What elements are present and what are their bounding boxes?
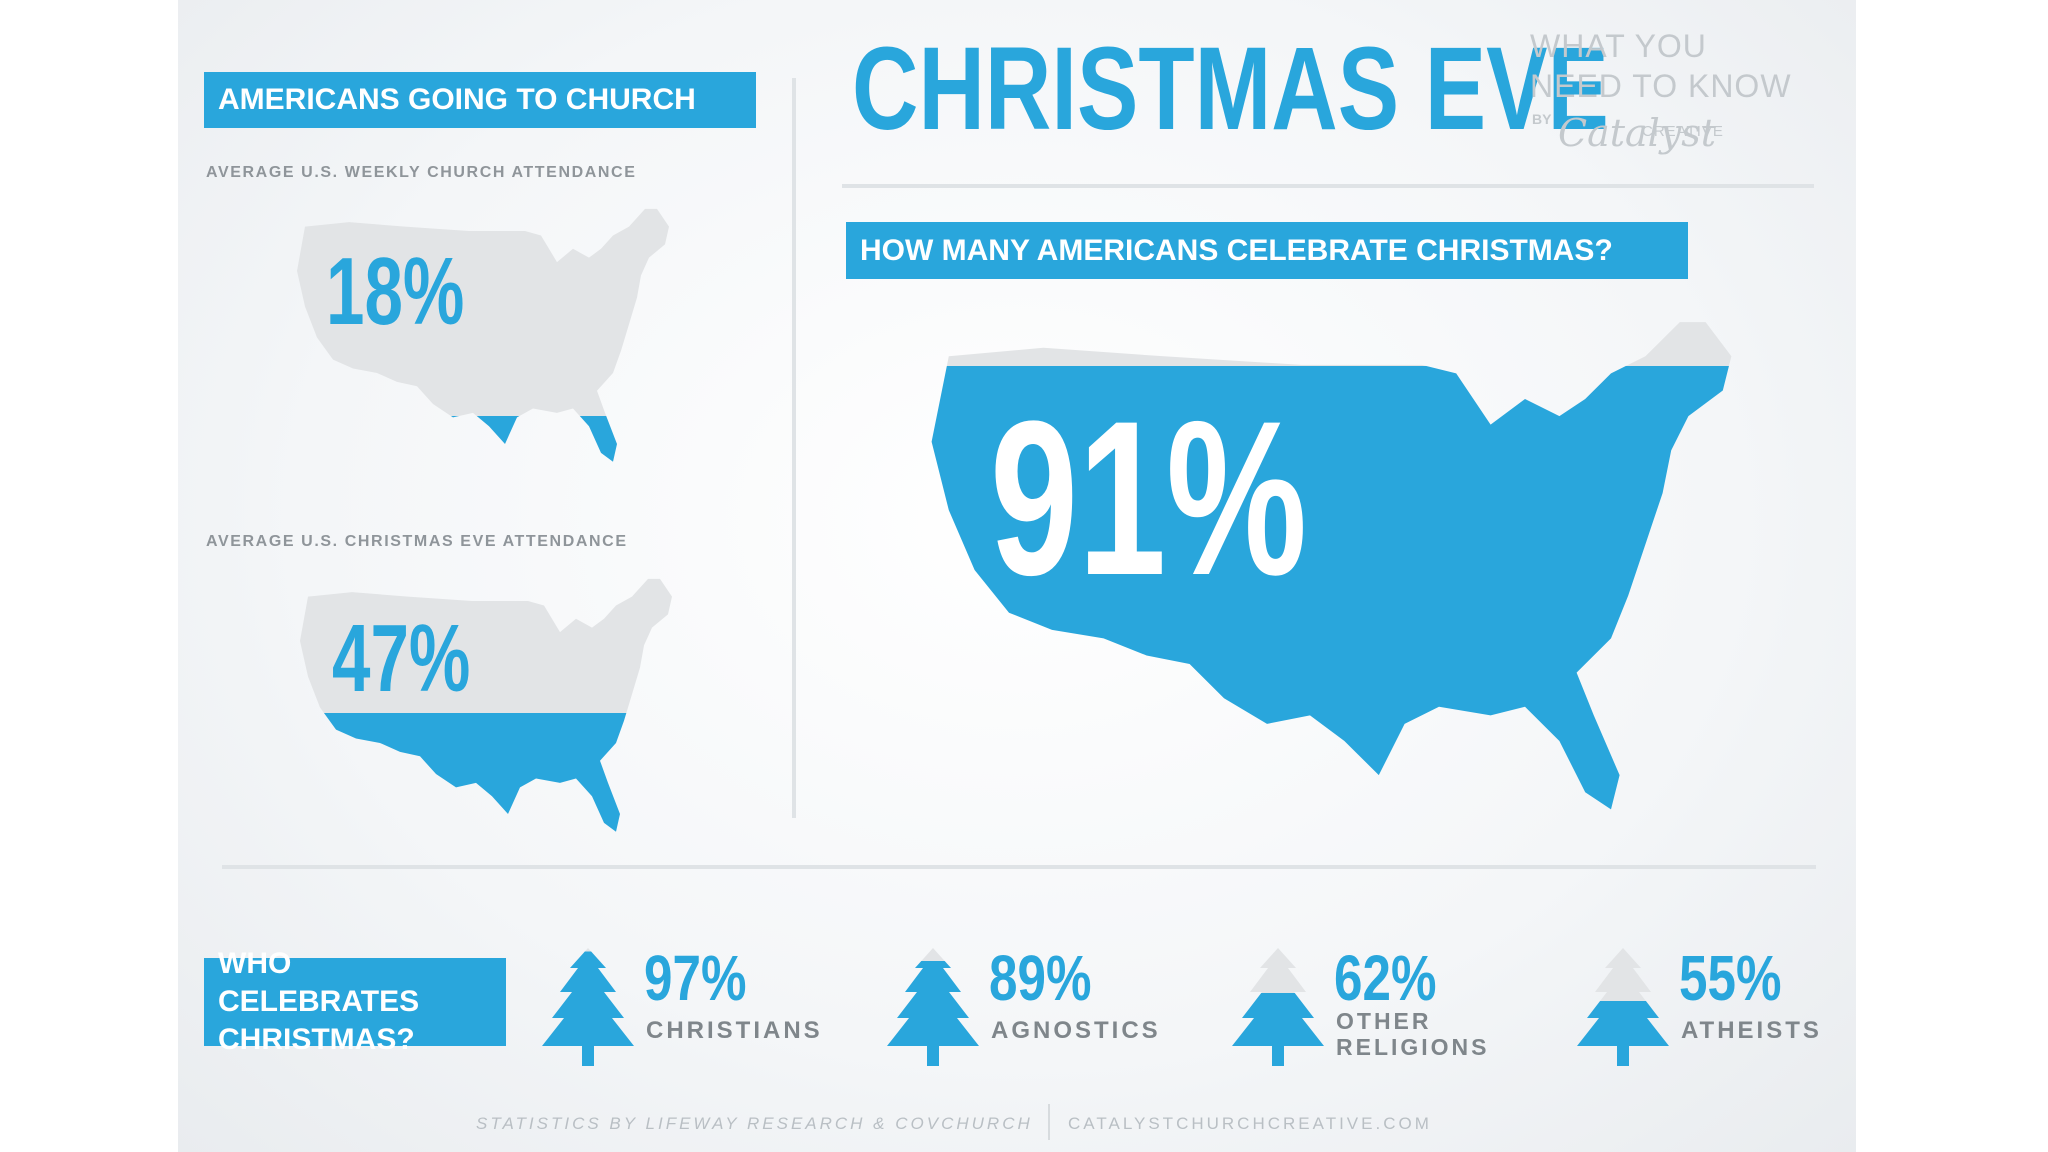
tree-category-label: AGNOSTICS <box>991 1017 1161 1044</box>
page-title: CHRISTMAS EVE <box>852 23 1609 155</box>
usa-map-fill <box>931 322 1732 810</box>
tree-category-label: OTHER RELIGIONS <box>1336 1008 1490 1060</box>
tree-fill <box>1577 948 1669 1066</box>
logo-word: CREATIVE <box>1642 123 1724 140</box>
title-subtitle-line2: NEED TO KNOW <box>1530 68 1792 104</box>
who-header: WHO CELEBRATES CHRISTMAS? <box>204 947 506 1056</box>
christmas-eve-attendance-value: 47% <box>332 605 471 712</box>
weekly-caption: AVERAGE U.S. WEEKLY CHURCH ATTENDANCE <box>206 164 637 181</box>
weekly-attendance-value: 18% <box>326 238 465 345</box>
celebrate-value: 91% <box>990 375 1308 621</box>
who-header-line1: WHO CELEBRATES <box>218 947 420 1018</box>
church-header-text: AMERICANS GOING TO CHURCH <box>218 83 696 116</box>
footer-website: CATALYSTCHURCHCREATIVE.COM <box>1068 1114 1432 1133</box>
title-divider <box>842 184 1814 188</box>
tree-mark <box>887 948 979 1066</box>
tree-fill <box>1232 948 1324 1066</box>
christmas-eve-caption: AVERAGE U.S. CHRISTMAS EVE ATTENDANCE <box>206 533 628 550</box>
tree-category-label: ATHEISTS <box>1681 1017 1822 1044</box>
celebrate-header: HOW MANY AMERICANS CELEBRATE CHRISTMAS? <box>846 222 1688 279</box>
tree-mark <box>1232 948 1324 1066</box>
celebrate-christmas-map <box>931 322 1732 810</box>
who-celebrates-chart: 97% CHRISTIANS 89% AGNOSTICS 62% OTHER RELIGI… <box>178 0 1856 1152</box>
christmas-eve-attendance-map <box>300 578 672 832</box>
tree-value-label: 55% <box>1679 942 1782 1014</box>
infographic-panel: AMERICANS GOING TO CHURCH AVERAGE U.S. W… <box>178 0 1856 1152</box>
catalyst-creative-logo: BY Catalyst CREATIVE <box>1532 111 1724 155</box>
who-header-line2: CHRISTMAS? <box>218 1023 415 1056</box>
usa-map-fill <box>300 578 672 832</box>
tree-mark <box>542 948 634 1066</box>
logo-script: Catalyst <box>1558 111 1717 155</box>
tree-category-label: CHRISTIANS <box>646 1017 823 1044</box>
tree-value-label: 89% <box>989 942 1092 1014</box>
footer-separator <box>1048 1104 1050 1140</box>
bottom-divider <box>222 865 1816 869</box>
celebrate-header-text: HOW MANY AMERICANS CELEBRATE CHRISTMAS? <box>860 233 1613 267</box>
logo-by: BY <box>1532 111 1552 127</box>
weekly-attendance-map <box>297 208 669 462</box>
vertical-divider <box>792 78 796 818</box>
usa-map-fill <box>297 208 669 462</box>
tree-mark <box>1577 948 1669 1066</box>
tree-fill <box>887 948 979 1066</box>
title-subtitle-line1: WHAT YOU <box>1530 28 1707 64</box>
tree-value-label: 97% <box>644 942 747 1014</box>
church-header: AMERICANS GOING TO CHURCH <box>204 72 756 128</box>
footer-source: STATISTICS BY LIFEWAY RESEARCH & COVCHUR… <box>476 1114 1033 1133</box>
tree-fill <box>542 948 634 1066</box>
tree-value-label: 62% <box>1334 942 1437 1014</box>
